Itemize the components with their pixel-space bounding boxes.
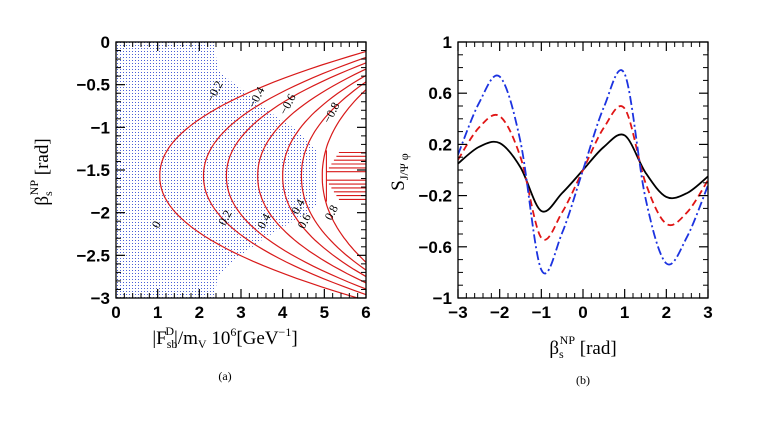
y-tick-label: −2.5 <box>76 246 110 265</box>
x-axis-label-b: βsNP [rad] <box>549 333 616 361</box>
contour-label: 0.2 <box>215 208 234 228</box>
contour-label: −0.4 <box>245 84 268 110</box>
contour-lines <box>159 50 366 298</box>
series-line-dashed <box>458 105 708 241</box>
x-tick-label: 0 <box>578 303 587 322</box>
x-tick-label: 1 <box>153 303 162 322</box>
y-tick-label: −0.2 <box>418 187 452 206</box>
panel-caption-a: (a) <box>218 369 231 383</box>
x-tick-label: 2 <box>195 303 204 322</box>
x-tick-label: −1 <box>532 303 551 322</box>
y-tick-label: −3 <box>91 289 110 308</box>
contour-curve <box>321 88 366 264</box>
contour-curve <box>257 68 366 284</box>
x-tick-label: −3 <box>448 303 467 322</box>
panel-b: −3 −2 −1 0 1 2 3 1 0.6 0.2 −0.2 −0.6 −1 βsNP [rad] S… <box>388 33 713 387</box>
contour-label: 0.6 <box>294 211 313 231</box>
x-axis-label-a: |FsbD|/mV 106[GeV−1] <box>152 324 297 351</box>
contour-label: 0.4 <box>288 197 307 217</box>
y-axis-label-a: βsNP [rad] <box>27 138 55 205</box>
contour-curve <box>202 56 366 296</box>
curves <box>458 69 708 275</box>
y-tick-label: −2 <box>91 204 110 223</box>
excluded-region <box>116 42 318 298</box>
contour-label: 0.4 <box>254 211 273 231</box>
y-tick-label: −0.6 <box>418 238 452 257</box>
contour-curve <box>300 81 366 271</box>
x-tick-label: 3 <box>236 303 245 322</box>
y-tick-label: −1.5 <box>76 161 110 180</box>
y-tick-label: 0.2 <box>428 135 452 154</box>
ticks-b: −3 −2 −1 0 1 2 3 1 0.6 0.2 −0.2 −0.6 −1 <box>418 33 712 322</box>
series-line-dashdot <box>458 69 708 275</box>
contour-curve <box>159 50 366 298</box>
contour-label: 0.8 <box>322 203 341 223</box>
ticks-a: 0 1 2 3 4 5 6 0 −0.5 −1 −1.5 −2 −2.5 −3 <box>76 33 370 322</box>
x-tick-label: −2 <box>490 303 509 322</box>
y-tick-label: −1 <box>433 289 452 308</box>
contour-curve <box>225 62 366 290</box>
panel-caption-b: (b) <box>576 373 590 387</box>
x-tick-label: 0 <box>111 303 120 322</box>
x-tick-label: 6 <box>361 303 370 322</box>
y-axis-label-b: SJ/Ψ φ <box>388 153 411 190</box>
y-tick-label: 1 <box>443 33 452 52</box>
contour-label: 0 <box>149 219 164 231</box>
x-tick-label: 4 <box>278 303 288 322</box>
x-tick-label: 1 <box>620 303 629 322</box>
contour-curve <box>282 74 366 278</box>
y-tick-label: −0.5 <box>76 76 110 95</box>
y-tick-label: −1 <box>91 118 110 137</box>
x-tick-label: 3 <box>703 303 712 322</box>
series-line-solid <box>458 133 708 213</box>
x-tick-label: 5 <box>320 303 329 322</box>
x-tick-label: 2 <box>662 303 671 322</box>
y-tick-label: 0.6 <box>428 84 452 103</box>
y-tick-label: 0 <box>101 33 110 52</box>
